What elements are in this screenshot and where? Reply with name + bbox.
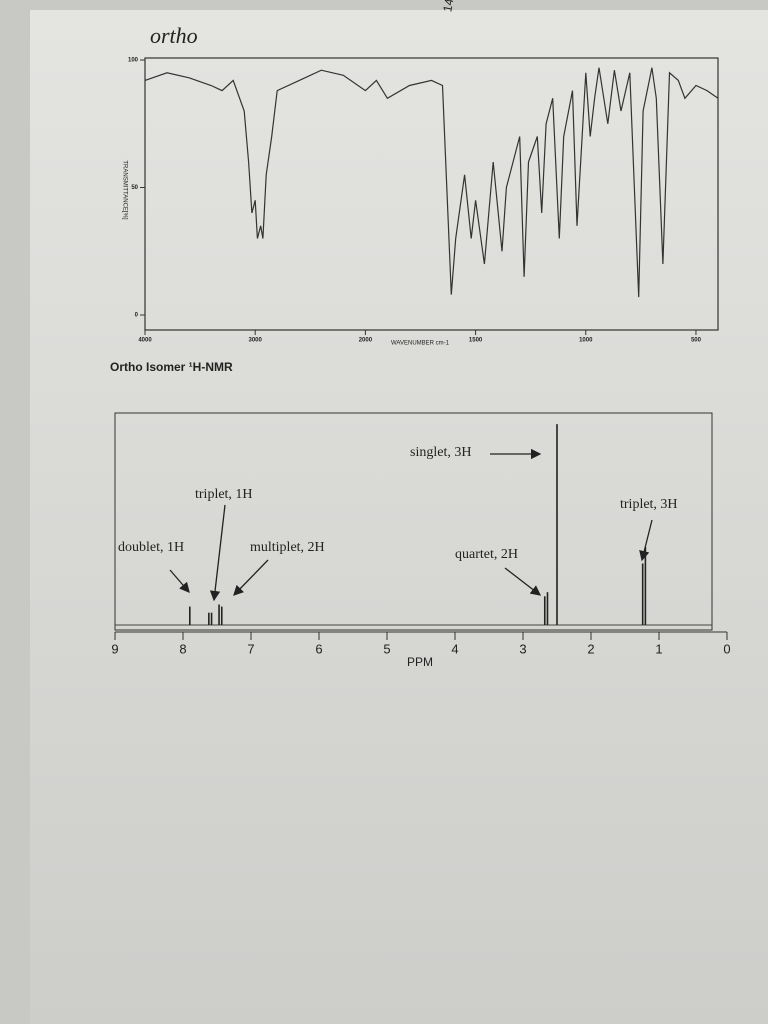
peak-annotation: triplet, 1H: [195, 487, 253, 502]
y-tick-label: 50: [131, 185, 138, 191]
peak-annotation: doublet, 1H: [118, 540, 184, 555]
x-tick-label: 4000: [138, 338, 152, 344]
x-tick-label: 5: [383, 641, 390, 656]
section-title: Ortho Isomer ¹H-NMR: [110, 360, 233, 374]
y-tick-label: 0: [135, 313, 139, 319]
nmr-frame: [114, 412, 713, 631]
x-tick-label: 0: [723, 641, 730, 656]
x-tick-label: 9: [111, 641, 118, 656]
handwritten-note: ortho: [150, 23, 198, 48]
x-tick-label: 500: [691, 338, 702, 344]
x-tick-label: 4: [451, 641, 458, 656]
peak-annotation: singlet, 3H: [410, 445, 471, 460]
x-tick-label: 2: [587, 641, 594, 656]
x-tick-label: 1: [655, 641, 662, 656]
x-tick-label: 3: [519, 641, 526, 656]
x-tick-label: 1500: [469, 338, 483, 344]
arrows: [169, 448, 653, 602]
x-tick-label: 3000: [249, 338, 263, 344]
x-tick-label: 1000: [579, 338, 593, 344]
ir-spectrum: [144, 67, 719, 298]
x-tick-label: 7: [247, 641, 254, 656]
peak-annotation: triplet, 3H: [620, 497, 678, 512]
y-axis-title: TRANSMITTANCE[%]: [121, 160, 127, 220]
x-axis-title: WAVENUMBER cm-1: [391, 341, 450, 347]
ir-frame: [144, 57, 719, 331]
page-number: 141: [440, 0, 457, 13]
x-tick-label: 6: [315, 641, 322, 656]
paper: [30, 10, 768, 1024]
peak-annotation: multiplet, 2H: [250, 540, 325, 555]
x-tick-label: 2000: [359, 338, 373, 344]
y-tick-label: 100: [128, 58, 139, 64]
x-tick-label: 8: [179, 641, 186, 656]
peak-annotation: quartet, 2H: [455, 547, 518, 562]
x-axis-title: PPM: [407, 655, 433, 669]
